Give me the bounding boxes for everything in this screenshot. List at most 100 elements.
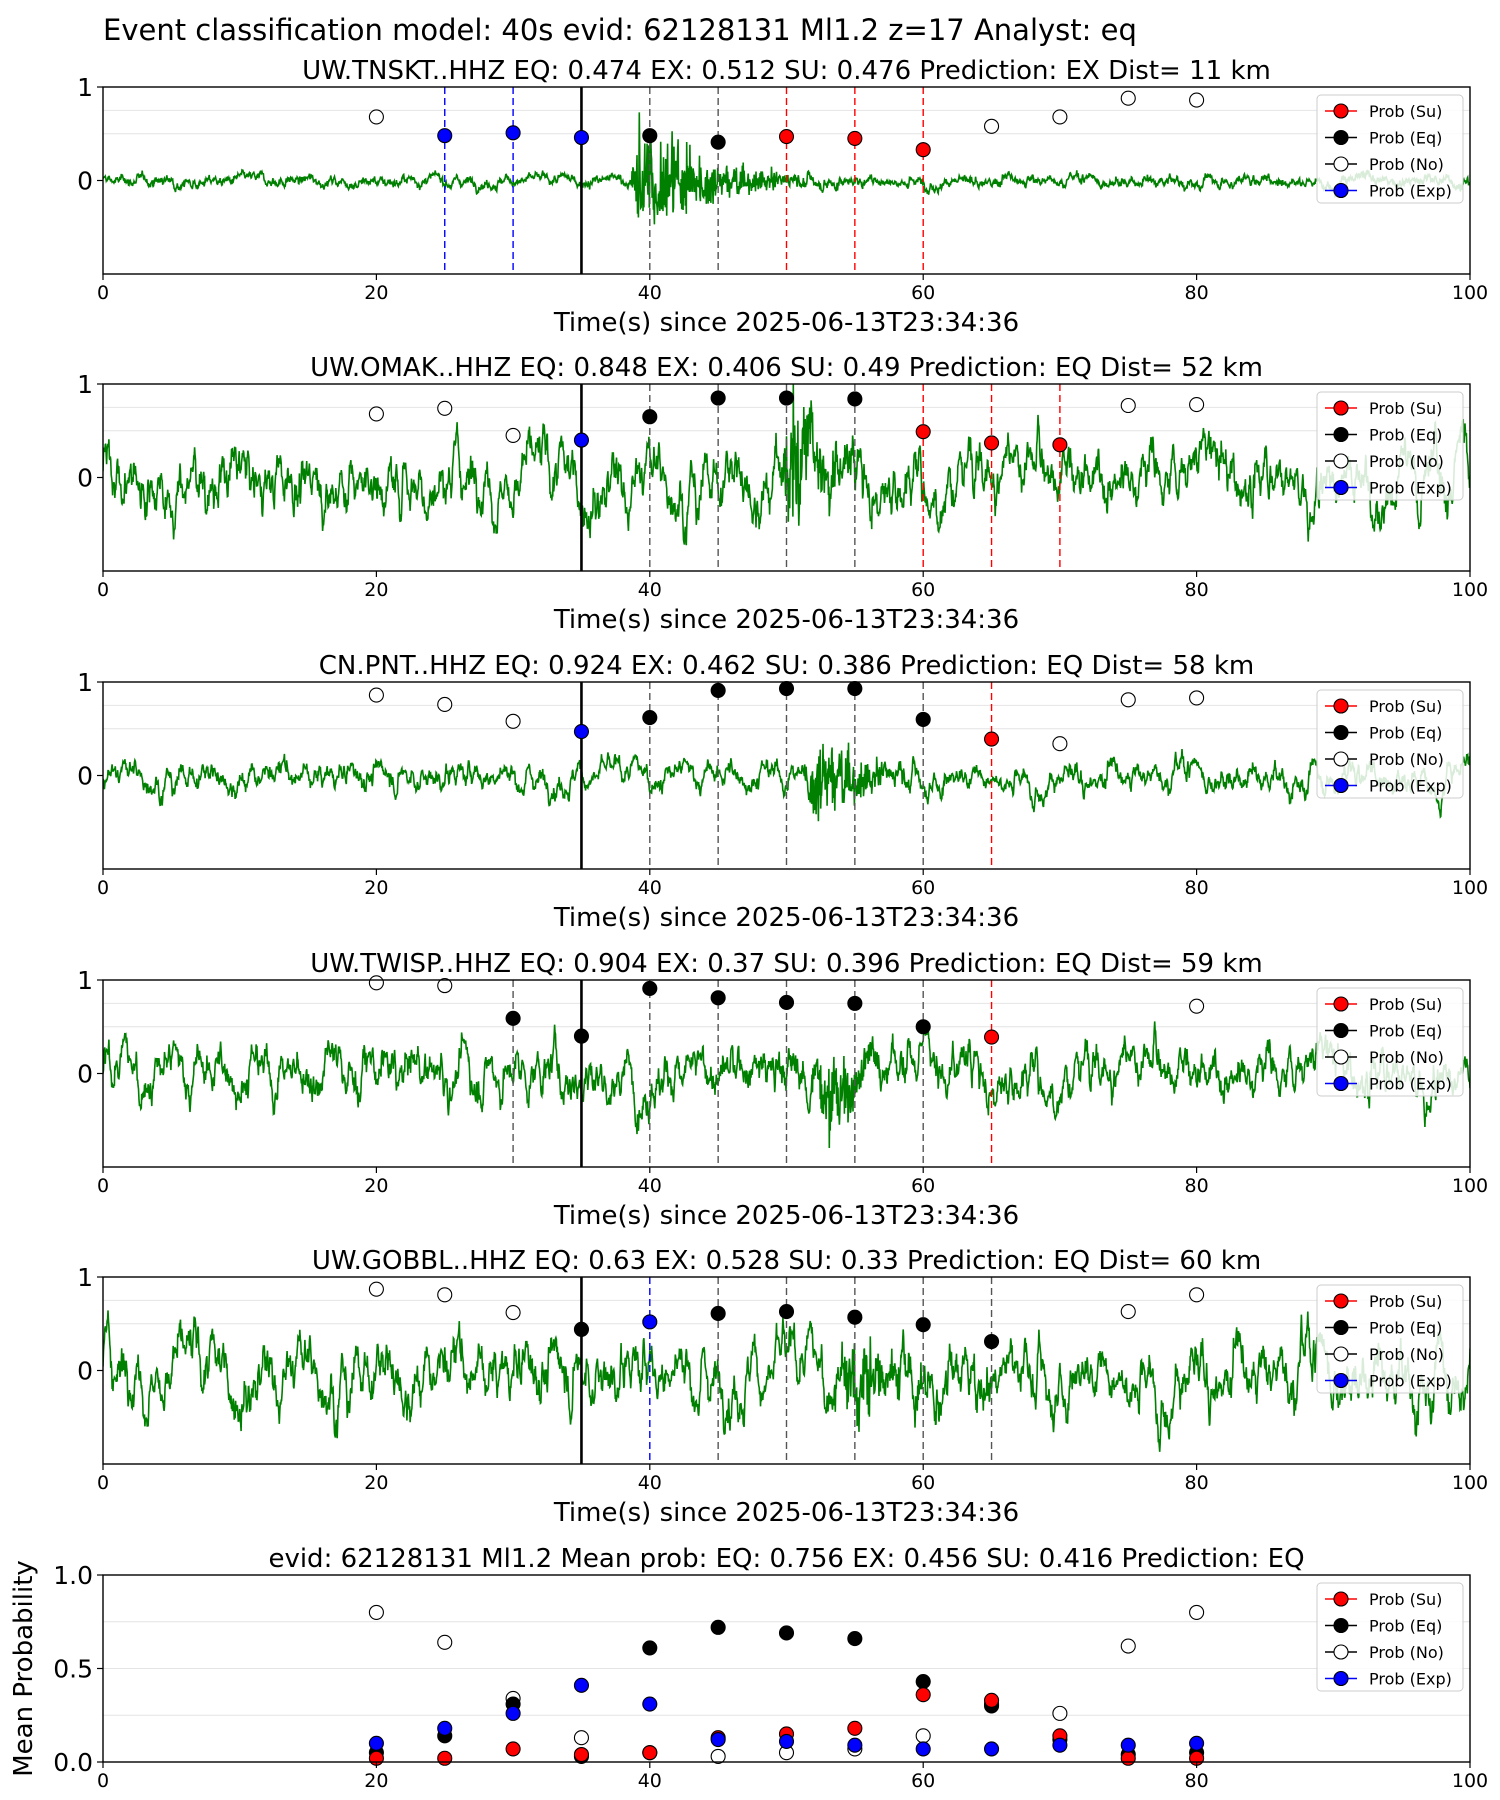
legend-box [1316, 1284, 1464, 1394]
x-tick-label: 20 [364, 1472, 388, 1494]
panel-title: UW.GOBBL..HHZ EQ: 0.63 EX: 0.528 SU: 0.3… [312, 1246, 1261, 1276]
panel-title: evid: 62128131 Ml1.2 Mean prob: EQ: 0.75… [268, 1544, 1304, 1574]
prob-point-eq [573, 1321, 590, 1337]
prob-point-eq [642, 980, 658, 996]
prob-point-su [437, 1750, 453, 1766]
prob-point-no [437, 1634, 453, 1650]
prob-point-no [710, 1748, 726, 1764]
prob-point-su [983, 1692, 1000, 1708]
legend: Prob (Su) Prob (Eq) Prob (No) Prob (Exp) [1316, 689, 1464, 799]
y-tick-label: 1 [77, 370, 93, 399]
panel-4: 0 20 40 60 80 100 1 0 UW.TWISP..HHZ EQ: 0.904 EX… [77, 949, 1488, 1231]
x-tick-label: 0 [97, 1472, 109, 1494]
y-tick-label: 1 [77, 1263, 93, 1292]
prob-point-su [915, 424, 931, 440]
legend-marker-exp [1333, 1670, 1349, 1687]
prob-point-eq [915, 1674, 931, 1690]
prob-point-su [983, 435, 1000, 451]
prob-point-exp [983, 1741, 1000, 1757]
seismic-waveform [103, 1021, 1470, 1149]
x-tick-label: 80 [1185, 579, 1209, 601]
seismic-waveform [103, 384, 1470, 546]
x-tick-label: 0 [97, 579, 109, 601]
prob-point-eq [915, 1317, 931, 1333]
seismic-waveform [103, 742, 1470, 822]
prob-point-no [437, 696, 453, 712]
prob-point-eq [505, 1010, 521, 1026]
x-axis-label: Time(s) since 2025-06-13T23:34:36 [553, 605, 1019, 635]
x-tick-label: 60 [911, 579, 935, 601]
legend-label-su: Prob (Su) [1369, 102, 1442, 121]
legend-label-no: Prob (No) [1369, 1643, 1444, 1662]
x-tick-label: 100 [1452, 282, 1488, 304]
legend-marker-su [1333, 1293, 1349, 1309]
prob-point-eq [847, 680, 863, 697]
x-tick-label: 20 [364, 282, 388, 304]
legend: Prob (Su) Prob (Eq) Prob (No) Prob (Exp) [1316, 391, 1464, 501]
prob-point-no [1189, 397, 1205, 413]
prob-point-su [1120, 1750, 1136, 1766]
prob-point-no [1189, 1604, 1205, 1620]
x-tick-label: 20 [364, 1770, 388, 1792]
x-tick-label: 40 [638, 282, 662, 304]
legend-marker-su [1333, 996, 1349, 1012]
prob-point-exp [847, 1737, 863, 1753]
figure-title: Event classification model: 40s evid: 62… [103, 13, 1137, 47]
legend-label-su: Prob (Su) [1369, 995, 1442, 1014]
y-tick-label: 1 [77, 966, 93, 995]
x-tick-label: 60 [911, 1472, 935, 1494]
y-tick-label: 0.5 [53, 1655, 93, 1684]
legend-label-su: Prob (Su) [1369, 1590, 1442, 1609]
x-axis-label: Time(s) since 2025-06-13T23:34:36 [553, 1201, 1019, 1231]
prob-point-eq [847, 1309, 863, 1325]
legend-label-eq: Prob (Eq) [1369, 426, 1442, 445]
x-tick-label: 40 [638, 1770, 662, 1792]
prob-point-eq [710, 1305, 726, 1322]
prob-point-no [505, 427, 521, 443]
prob-point-no [505, 1304, 521, 1321]
legend: Prob (Su) Prob (Eq) Prob (No) Prob (Exp) [1316, 1582, 1464, 1692]
prob-point-su [1052, 437, 1068, 453]
waveform-clip [103, 384, 1470, 546]
x-tick-label: 40 [638, 1175, 662, 1197]
prob-point-eq [710, 390, 726, 406]
prob-point-su [642, 1745, 658, 1761]
y-tick-label: 1 [77, 73, 93, 102]
legend-marker-exp [1333, 479, 1349, 496]
prob-point-su [915, 142, 931, 158]
prob-point-no [368, 1604, 384, 1620]
x-tick-label: 0 [97, 282, 109, 304]
x-tick-label: 0 [97, 1770, 109, 1792]
x-tick-label: 80 [1185, 1770, 1209, 1792]
prob-point-exp [437, 128, 453, 144]
legend-label-eq: Prob (Eq) [1369, 1022, 1442, 1041]
legend-marker-su [1333, 1591, 1349, 1607]
legend-box [1316, 94, 1464, 204]
prob-point-no [915, 1728, 931, 1744]
x-tick-label: 20 [364, 1175, 388, 1197]
prob-point-su [778, 129, 795, 145]
x-tick-label: 80 [1185, 1472, 1209, 1494]
legend-label-su: Prob (Su) [1369, 1292, 1442, 1311]
prob-point-eq [642, 1640, 658, 1656]
waveform-clip [103, 742, 1470, 822]
x-tick-label: 0 [97, 877, 109, 899]
prob-point-no [368, 687, 384, 703]
y-tick-label: 1.0 [53, 1561, 93, 1590]
legend-label-no: Prob (No) [1369, 155, 1444, 174]
prob-point-eq [573, 1028, 590, 1044]
y-tick-label: 0 [77, 167, 93, 196]
prob-point-eq [847, 391, 863, 407]
panel-2: 0 20 40 60 80 100 1 0 UW.OMAK..HHZ EQ: 0.848 EX:… [77, 353, 1488, 635]
x-tick-label: 20 [364, 579, 388, 601]
legend-label-exp: Prob (Exp) [1369, 182, 1452, 201]
x-tick-label: 0 [97, 1175, 109, 1197]
legend-marker-no [1333, 1644, 1349, 1660]
prob-point-no [437, 400, 453, 416]
prob-point-eq [642, 409, 658, 425]
legend-label-exp: Prob (Exp) [1369, 1075, 1452, 1094]
legend-marker-exp [1333, 1075, 1349, 1092]
x-tick-label: 80 [1185, 877, 1209, 899]
panel-1: 0 20 40 60 80 100 1 0 UW.TNSKT..HHZ EQ: 0.474 EX… [77, 56, 1488, 338]
